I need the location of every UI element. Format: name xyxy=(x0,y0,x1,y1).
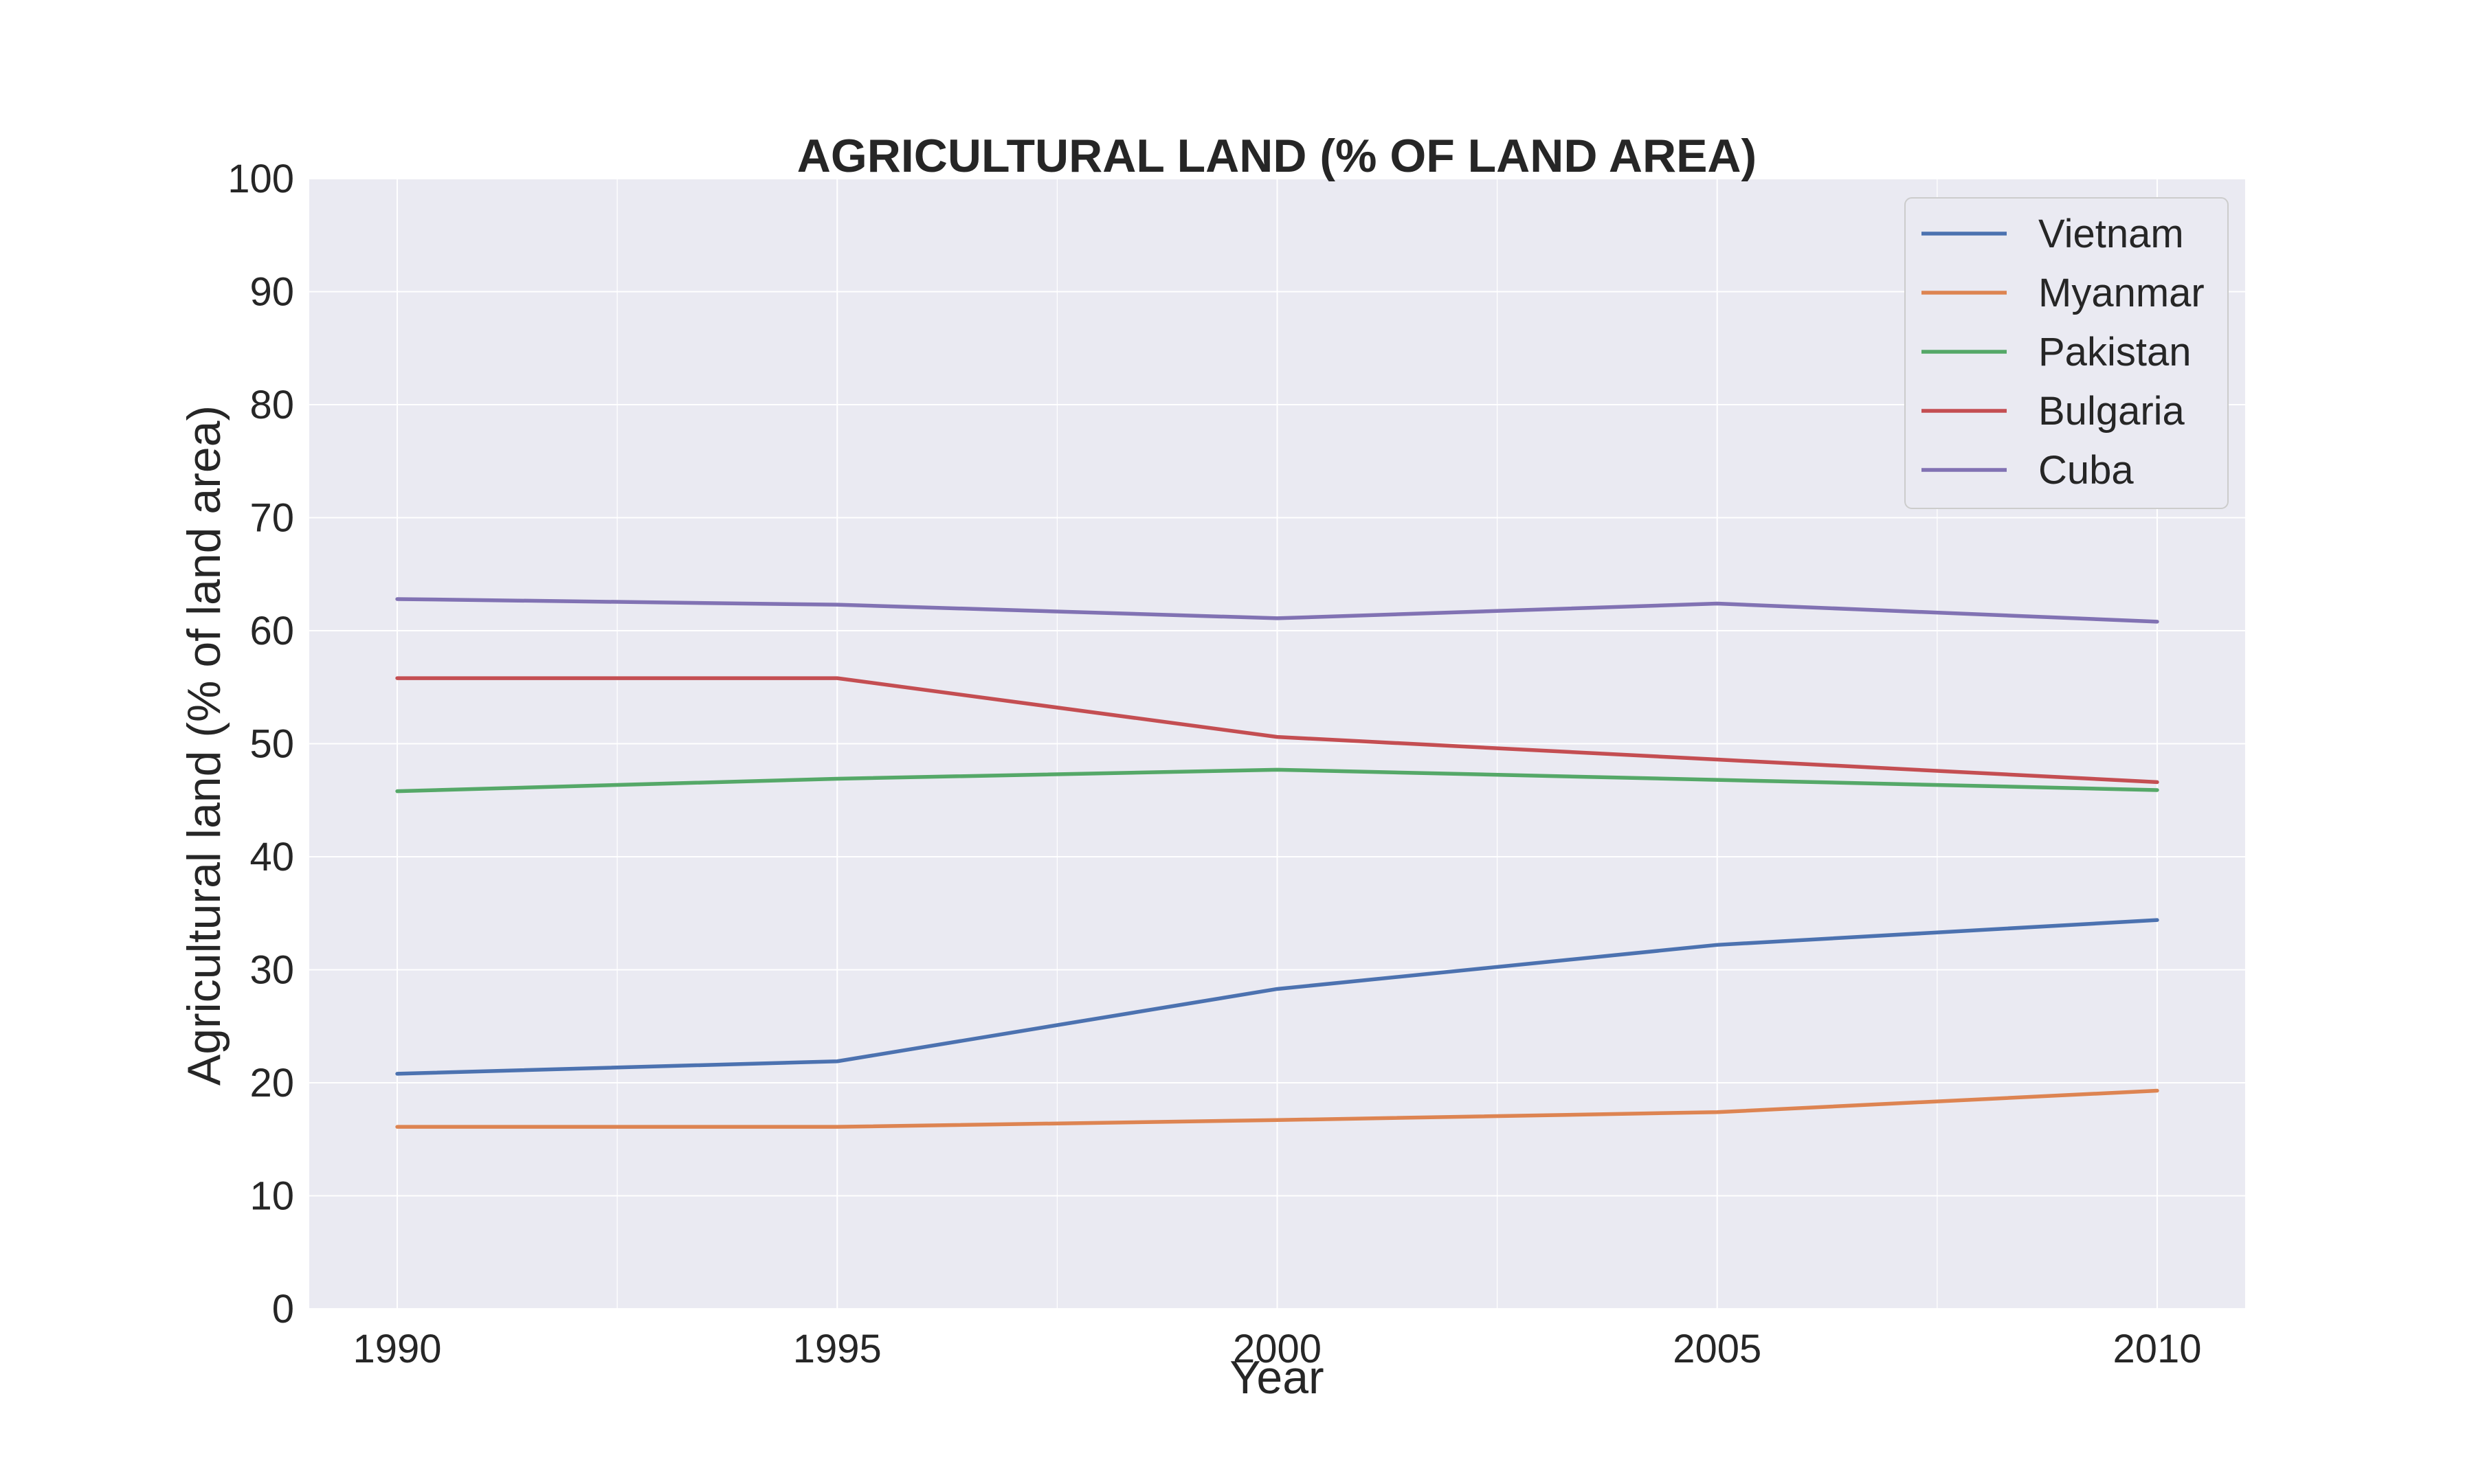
legend-box xyxy=(1904,197,2229,509)
y-axis-ticks: 0 10 20 30 40 50 60 70 80 90 100 xyxy=(227,157,294,1331)
y-tick-label: 10 xyxy=(249,1174,294,1219)
series-lines xyxy=(395,597,2159,1129)
y-tick-label: 40 xyxy=(249,835,294,879)
y-tick-label: 20 xyxy=(249,1061,294,1105)
legend-label: Myanmar xyxy=(2038,271,2205,315)
x-tick-label: 1990 xyxy=(353,1327,442,1371)
series-line-myanmar xyxy=(395,1088,2159,1129)
series-line-vietnam xyxy=(395,918,2159,1076)
chart-title: AGRICULTURAL LAND (% OF LAND AREA) xyxy=(797,130,1757,182)
legend-label: Vietnam xyxy=(2038,212,2184,256)
x-tick-label: 2000 xyxy=(1233,1327,1322,1371)
y-tick-label: 50 xyxy=(249,722,294,767)
y-tick-label: 60 xyxy=(249,609,294,653)
x-axis-title: Year xyxy=(1229,1351,1324,1404)
x-tick-label: 2005 xyxy=(1673,1327,1761,1371)
legend: Vietnam Myanmar Pakistan Bulgaria Cuba xyxy=(1904,197,2229,509)
y-tick-label: 0 xyxy=(272,1287,294,1331)
y-tick-label: 90 xyxy=(249,270,294,315)
series-line-pakistan xyxy=(395,767,2159,794)
x-tick-label: 2010 xyxy=(2113,1327,2201,1371)
legend-label: Bulgaria xyxy=(2038,389,2185,434)
series-line-cuba xyxy=(395,597,2159,624)
y-axis-title: Agricultural land (% of land area) xyxy=(178,405,230,1086)
legend-label: Cuba xyxy=(2038,448,2134,493)
x-axis-ticks: 1990 1995 2000 2005 2010 xyxy=(353,1327,2202,1371)
legend-label: Pakistan xyxy=(2038,330,2191,374)
y-tick-label: 80 xyxy=(249,383,294,427)
y-tick-label: 70 xyxy=(249,496,294,541)
series-line-bulgaria xyxy=(395,676,2159,785)
x-tick-label: 1995 xyxy=(793,1327,882,1371)
y-tick-label: 100 xyxy=(227,157,294,201)
y-tick-label: 30 xyxy=(249,948,294,993)
